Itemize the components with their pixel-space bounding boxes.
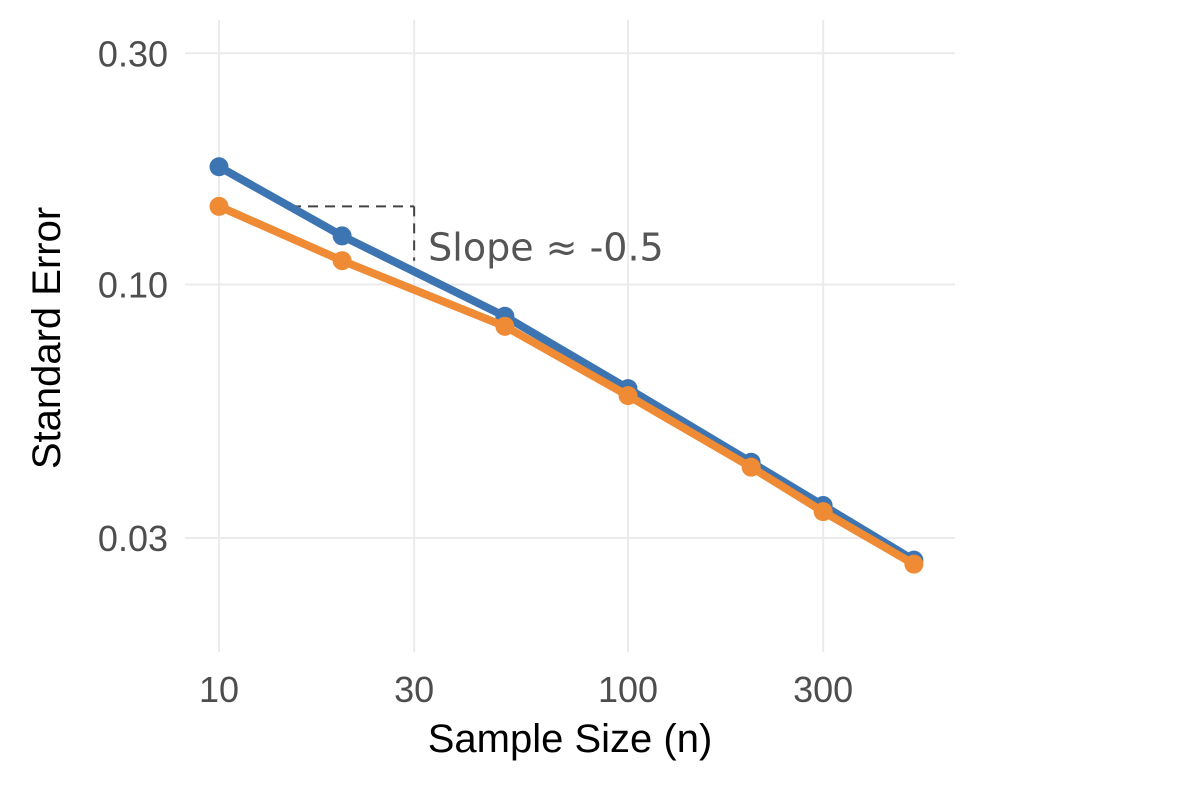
slope-annotation-text: Slope ≈ -0.5 <box>428 226 664 270</box>
slope-annotation: Slope ≈ -0.5 <box>291 205 664 270</box>
series-2-point <box>904 554 924 574</box>
series-layer <box>209 157 924 574</box>
y-tick-label: 0.03 <box>98 518 168 559</box>
y-tick-label: 0.10 <box>98 265 168 306</box>
axes: Sample Size (n) Standard Error 10 30 100 30… <box>25 33 853 761</box>
x-tick-label: 10 <box>199 669 239 710</box>
y-axis-title: Standard Error <box>25 207 69 469</box>
x-tick-label: 30 <box>394 669 434 710</box>
grid <box>185 20 955 652</box>
y-tick-label: 0.30 <box>98 33 168 74</box>
series-1-point <box>332 226 352 246</box>
x-tick-label: 300 <box>793 669 853 710</box>
series-1-point <box>209 157 229 177</box>
series-2-point <box>495 316 515 336</box>
series-2-point <box>813 502 833 522</box>
series-2-point <box>332 251 352 271</box>
x-axis-title: Sample Size (n) <box>428 717 713 761</box>
x-tick-label: 100 <box>598 669 658 710</box>
series-2-point <box>618 386 638 406</box>
series-2-point <box>741 457 761 477</box>
series-2-point <box>209 196 229 216</box>
